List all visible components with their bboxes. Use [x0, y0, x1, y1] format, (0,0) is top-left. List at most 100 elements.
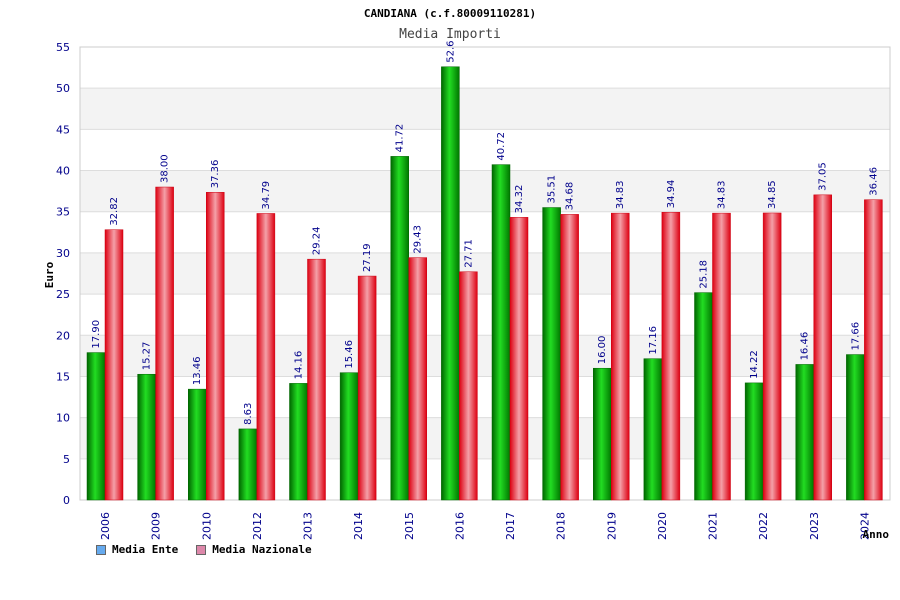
- data-label: 34.85: [767, 180, 778, 209]
- y-tick-label: 20: [56, 329, 70, 342]
- legend-label-media-nazionale: Media Nazionale: [212, 543, 312, 556]
- data-label: 13.46: [192, 356, 203, 385]
- bar-media-ente-2015: [390, 156, 409, 501]
- data-label: 15.46: [344, 340, 355, 369]
- bar-media-nazionale-2020: [661, 211, 681, 501]
- legend-swatch-media-nazionale: [196, 544, 207, 555]
- x-tick-label: 2024: [858, 512, 871, 540]
- x-tick-label: 2012: [251, 512, 264, 540]
- bar-media-nazionale-2019: [611, 212, 630, 501]
- x-tick-label: 2021: [707, 512, 720, 540]
- data-label: 34.83: [717, 180, 728, 209]
- x-tick-label: 2014: [352, 512, 365, 540]
- data-label: 40.72: [496, 132, 507, 161]
- bar-media-ente-2024: [846, 354, 865, 501]
- data-label: 17.90: [91, 320, 102, 349]
- y-axis-label: Euro: [43, 261, 56, 288]
- bar-media-nazionale-2006: [104, 229, 124, 501]
- bar-media-ente-2014: [339, 372, 359, 501]
- x-tick-label: 2023: [808, 512, 821, 540]
- data-label: 17.66: [850, 322, 861, 351]
- data-label: 17.16: [648, 326, 659, 355]
- y-tick-label: 10: [56, 412, 70, 425]
- y-tick-label: 30: [56, 247, 70, 260]
- plot-border: [79, 46, 891, 501]
- data-label: 8.63: [243, 403, 254, 425]
- x-tick-label: 2015: [403, 512, 416, 540]
- y-tick-label: 50: [56, 82, 70, 95]
- data-label: 34.68: [565, 182, 576, 211]
- x-tick-label: 2020: [656, 512, 669, 540]
- bar-media-ente-2006: [86, 352, 106, 501]
- axes: 0 5 10 15 20 25 30 35 40 45 50 55 2006 2009 2010 2012 20…: [56, 41, 871, 540]
- data-label: 16.00: [597, 336, 608, 365]
- x-tick-label: 2010: [200, 512, 213, 540]
- data-label: 34.83: [615, 180, 626, 209]
- y-tick-label: 35: [56, 206, 70, 219]
- bar-media-nazionale-2009: [155, 186, 174, 501]
- data-label: 29.24: [312, 227, 323, 256]
- data-label: 52.6: [445, 41, 456, 63]
- data-label: 27.19: [362, 243, 373, 272]
- y-tick-label: 45: [56, 123, 70, 136]
- x-tick-label: 2018: [555, 512, 568, 540]
- y-tick-label: 15: [56, 370, 70, 383]
- bar-media-nazionale-2010: [206, 192, 225, 501]
- bar-media-nazionale-2017: [509, 217, 529, 501]
- grid-band: [80, 88, 890, 130]
- data-label: 34.79: [261, 181, 272, 210]
- bar-media-nazionale-2015: [408, 257, 427, 501]
- bar-media-ente-2021: [694, 292, 713, 501]
- data-label: 37.36: [210, 160, 221, 189]
- bar-media-nazionale-2024: [864, 199, 883, 501]
- x-tick-label: 2022: [757, 512, 770, 540]
- bar-media-nazionale-2016: [459, 271, 478, 501]
- bar-media-ente-2013: [289, 383, 308, 501]
- bars-group: 17.90 32.82 15.27 38.00 13.46 37.36 8.63 34.79 1…: [86, 41, 883, 501]
- bar-media-ente-2012: [238, 428, 258, 501]
- bar-media-nazionale-2018: [560, 214, 579, 501]
- data-label: 16.46: [800, 332, 811, 361]
- data-label: 29.43: [413, 225, 424, 254]
- y-tick-label: 25: [56, 288, 70, 301]
- bar-media-ente-2018: [542, 207, 561, 501]
- x-tick-label: 2009: [150, 512, 163, 540]
- legend-item-media-nazionale: Media Nazionale: [196, 543, 312, 556]
- legend-label-media-ente: Media Ente: [112, 543, 179, 556]
- y-tick-label: 40: [56, 165, 70, 178]
- data-label: 37.05: [818, 162, 829, 191]
- bar-media-ente-2017: [491, 164, 511, 501]
- bar-media-nazionale-2021: [712, 212, 731, 501]
- data-label: 25.18: [699, 260, 710, 289]
- bar-media-ente-2020: [643, 358, 663, 501]
- data-label: 38.00: [160, 154, 171, 183]
- x-tick-label: 2017: [504, 512, 517, 540]
- chart-subtitle: Media Importi: [399, 27, 501, 42]
- data-label: 34.32: [514, 185, 525, 214]
- bar-media-ente-2019: [593, 367, 612, 501]
- data-label: 35.51: [547, 175, 558, 204]
- bar-media-nazionale-2012: [256, 213, 276, 501]
- y-tick-label: 5: [63, 453, 70, 466]
- y-tick-label: 0: [63, 494, 70, 507]
- x-axis-label: Anno: [863, 528, 890, 541]
- bar-media-ente-2023: [795, 364, 814, 501]
- data-label: 27.71: [463, 239, 474, 268]
- data-label: 15.27: [142, 342, 153, 371]
- bar-media-ente-2016: [441, 66, 460, 501]
- bar-media-nazionale-2014: [357, 275, 377, 501]
- data-label: 41.72: [395, 124, 406, 153]
- bar-media-nazionale-2013: [307, 258, 326, 501]
- bar-media-ente-2022: [744, 382, 764, 501]
- data-label: 14.22: [749, 350, 760, 379]
- bar-media-nazionale-2022: [762, 212, 782, 501]
- chart-title: CANDIANA (c.f.80009110281): [364, 7, 536, 20]
- legend: Media Ente Media Nazionale: [96, 543, 312, 556]
- data-label: 32.82: [109, 197, 120, 226]
- x-tick-label: 2019: [605, 512, 618, 540]
- data-label: 36.46: [868, 167, 879, 196]
- legend-swatch-media-ente: [96, 544, 106, 555]
- bar-media-ente-2010: [188, 388, 207, 501]
- data-label: 34.94: [666, 180, 677, 209]
